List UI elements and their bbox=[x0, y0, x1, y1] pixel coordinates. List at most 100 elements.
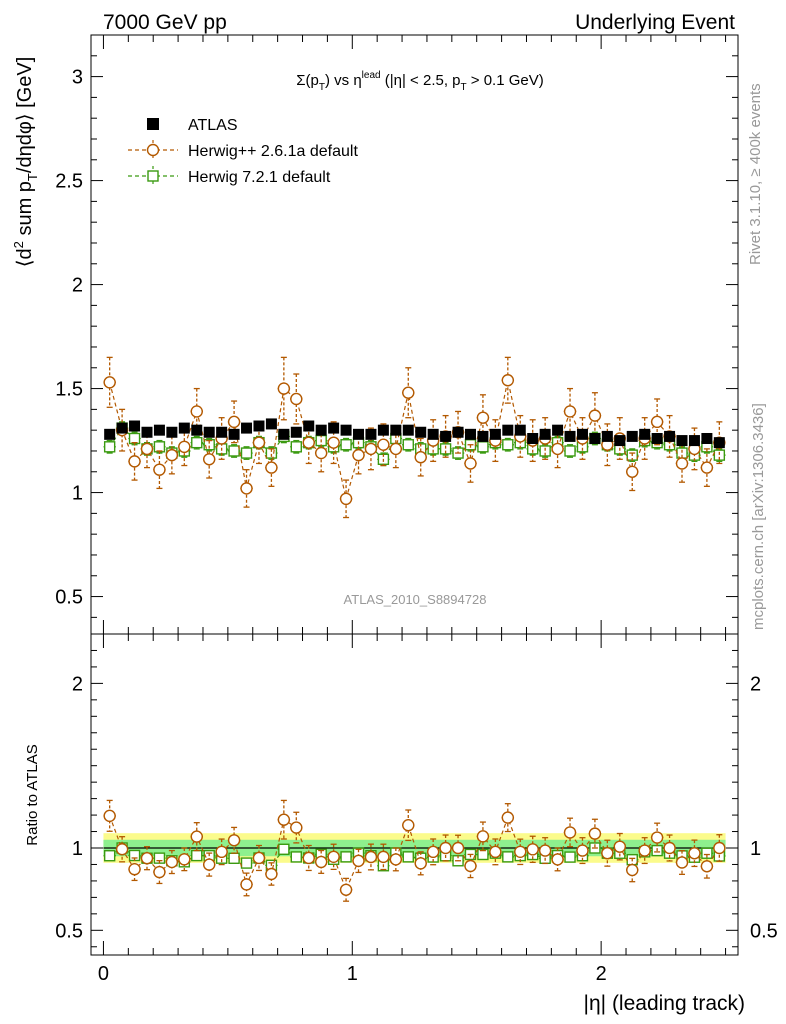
herwig7-point bbox=[502, 439, 514, 451]
legend: ATLAS Herwig++ 2.6.1a default Herwig 7.2.1… bbox=[128, 117, 358, 186]
atlas-point bbox=[365, 428, 377, 440]
herwig7-point bbox=[564, 445, 576, 457]
atlas-point bbox=[216, 426, 228, 438]
main-ytick-label: 2.5 bbox=[55, 171, 83, 193]
herwig7-ratio-point bbox=[290, 851, 302, 863]
herwigpp-ratio-point bbox=[203, 858, 216, 871]
atlas-point bbox=[303, 420, 315, 432]
atlas-point bbox=[203, 426, 215, 438]
herwigpp-ratio-point bbox=[227, 834, 241, 847]
herwig7-ratio-point bbox=[502, 851, 514, 863]
herwig7-ratio-point bbox=[340, 851, 352, 863]
header-left: 7000 GeV pp bbox=[103, 11, 227, 34]
herwigpp-ratio-point bbox=[103, 809, 116, 823]
herwigpp-ratio-point bbox=[140, 852, 154, 865]
herwig7-point bbox=[402, 439, 414, 451]
herwigpp-point bbox=[314, 446, 328, 460]
herwigpp-ratio-point bbox=[240, 878, 253, 891]
legend-herwigpp-marker bbox=[146, 143, 160, 157]
herwigpp-point bbox=[476, 411, 490, 424]
atlas-point bbox=[527, 432, 539, 444]
atlas-point bbox=[340, 424, 352, 436]
herwig7-point bbox=[265, 447, 278, 459]
atlas-point bbox=[539, 428, 551, 440]
herwigpp-point bbox=[327, 436, 340, 449]
atlas-point bbox=[552, 424, 564, 436]
atlas-point bbox=[116, 422, 128, 434]
x-axis-label: |η| (leading track) bbox=[584, 992, 745, 1015]
herwigpp-ratio-point bbox=[526, 843, 539, 856]
herwigpp-ratio-point bbox=[414, 857, 427, 870]
ratio-frame bbox=[90, 633, 739, 956]
header-right: Underlying Event bbox=[575, 11, 735, 34]
herwig7-ratio-point bbox=[103, 850, 116, 862]
herwigpp-ratio-point bbox=[302, 851, 315, 865]
atlas-point bbox=[514, 424, 526, 436]
herwigpp-ratio-point bbox=[663, 841, 676, 855]
herwigpp-ratio-point bbox=[265, 867, 278, 881]
atlas-point bbox=[415, 426, 427, 438]
atlas-point bbox=[701, 432, 713, 444]
herwigpp-ratio-point bbox=[700, 860, 714, 873]
herwig7-ratio-point bbox=[191, 849, 203, 862]
herwigpp-ratio-point bbox=[426, 845, 440, 859]
herwigpp-ratio-point bbox=[688, 847, 701, 860]
herwigpp-ratio-point bbox=[713, 841, 726, 855]
herwigpp-point bbox=[103, 376, 116, 389]
herwigpp-point bbox=[700, 461, 714, 474]
atlas-point bbox=[452, 426, 464, 438]
herwigpp-ratio-point bbox=[501, 811, 515, 824]
series-main bbox=[103, 356, 726, 519]
atlas-point bbox=[402, 424, 414, 436]
herwig7-point bbox=[228, 445, 240, 457]
herwig7-point bbox=[191, 436, 203, 449]
herwig7-ratio-point bbox=[240, 857, 253, 869]
atlas-point bbox=[651, 432, 663, 444]
herwigpp-ratio-point bbox=[538, 844, 552, 857]
atlas-point bbox=[601, 430, 613, 442]
herwig7-point bbox=[240, 447, 253, 459]
herwigpp-point bbox=[265, 461, 278, 474]
herwigpp-point bbox=[377, 438, 390, 451]
herwigpp-ratio-point bbox=[389, 853, 403, 866]
legend-atlas-marker bbox=[147, 118, 159, 130]
atlas-point bbox=[228, 428, 240, 440]
atlas-point bbox=[253, 420, 265, 432]
ratio-ytick-label-right: 1 bbox=[750, 838, 761, 860]
herwigpp-ratio-point bbox=[352, 854, 365, 868]
herwig7-ratio-point bbox=[228, 852, 240, 864]
herwigpp-ratio-point bbox=[215, 845, 228, 859]
atlas-point bbox=[614, 435, 626, 447]
herwig7-point bbox=[539, 445, 551, 457]
herwigpp-ratio-point bbox=[514, 845, 527, 858]
herwigpp-ratio-point bbox=[613, 840, 626, 853]
herwigpp-ratio-point bbox=[327, 850, 340, 863]
analysis-id: ATLAS_2010_S8894728 bbox=[344, 592, 487, 607]
ratio-ytick-label: 2 bbox=[72, 673, 83, 695]
herwigpp-point bbox=[128, 455, 141, 468]
atlas-point bbox=[315, 424, 327, 436]
main-ytick-label: 2 bbox=[72, 275, 83, 297]
herwig7-point bbox=[439, 443, 452, 455]
herwig7-point bbox=[153, 441, 166, 453]
herwigpp-ratio-point bbox=[128, 863, 141, 876]
atlas-point bbox=[589, 432, 601, 444]
herwigpp-ratio-point bbox=[489, 845, 502, 859]
atlas-point bbox=[676, 435, 688, 447]
herwigpp-point bbox=[252, 436, 266, 449]
atlas-point bbox=[713, 437, 725, 449]
ratio-ytick-label: 1 bbox=[72, 838, 83, 860]
atlas-point bbox=[153, 424, 165, 436]
herwigpp-ratio-point bbox=[339, 883, 353, 896]
atlas-point bbox=[390, 424, 402, 436]
herwigpp-point bbox=[414, 451, 427, 464]
herwigpp-ratio-point bbox=[377, 850, 390, 864]
herwigpp-point bbox=[227, 415, 241, 429]
herwigpp-ratio-point bbox=[626, 863, 639, 877]
axes: 0.5 1 1.5 2 2.5 3 0.5 0.5 1 1 2 2 0 1 2 bbox=[55, 34, 778, 985]
herwig7-point bbox=[203, 439, 215, 451]
herwigpp-point bbox=[675, 457, 689, 470]
atlas-point bbox=[477, 430, 489, 442]
herwigpp-ratio-point bbox=[314, 855, 328, 869]
ratio-ylabel: Ratio to ATLAS bbox=[24, 744, 41, 845]
